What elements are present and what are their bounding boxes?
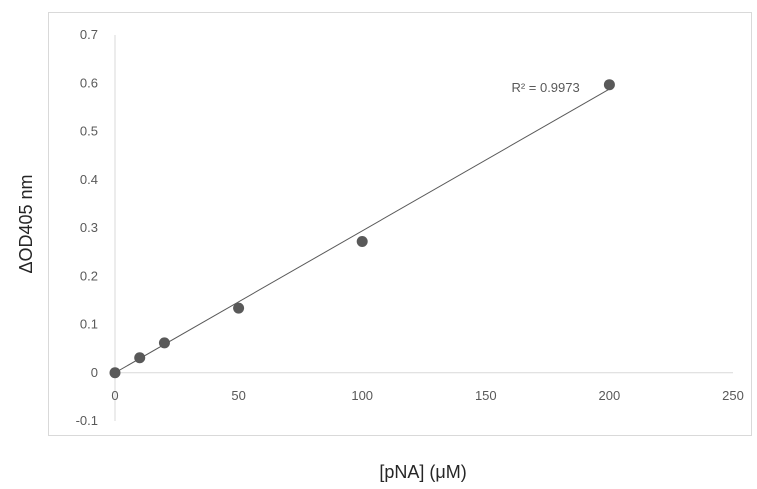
data-point [109, 367, 121, 379]
x-axis-title: [pNA] (μM) [379, 462, 466, 482]
x-tick-label: 50 [231, 388, 245, 403]
x-tick-label: 150 [475, 388, 497, 403]
y-tick-label: 0.5 [80, 124, 98, 139]
y-tick-label: 0.4 [80, 172, 98, 187]
data-point [603, 79, 615, 91]
data-point [356, 236, 368, 248]
y-tick-label: 0.3 [80, 220, 98, 235]
x-tick-label: 250 [722, 388, 744, 403]
axes-layer [114, 35, 733, 421]
trendline [114, 88, 610, 374]
scatter-chart: -0.1 0 0.1 0.2 0.3 0.4 0.5 0.6 0.7 0 50 100 150 200 25… [76, 27, 744, 428]
data-point [158, 337, 170, 349]
y-tick-label: 0.2 [80, 268, 98, 283]
x-tick-label: 200 [599, 388, 621, 403]
y-tick-label: 0.6 [80, 75, 98, 90]
trendline-layer [114, 88, 610, 374]
y-tick-label: 0.7 [80, 27, 98, 42]
x-tick-label: 0 [111, 388, 118, 403]
r-squared-annotation: R² = 0.9973 [511, 80, 579, 95]
chart-frame: -0.1 0 0.1 0.2 0.3 0.4 0.5 0.6 0.7 0 50 100 150 200 25… [48, 12, 752, 436]
y-tick-label: 0.1 [80, 317, 98, 332]
y-tick-label: -0.1 [76, 413, 98, 428]
data-point [233, 302, 245, 314]
data-point [134, 352, 146, 364]
y-axis-title: ΔOD405 nm [16, 174, 36, 273]
x-tick-label: 100 [351, 388, 373, 403]
points-layer [109, 79, 615, 379]
y-tick-label: 0 [91, 365, 98, 380]
labels-layer: -0.1 0 0.1 0.2 0.3 0.4 0.5 0.6 0.7 0 50 100 150 200 25… [76, 27, 744, 428]
